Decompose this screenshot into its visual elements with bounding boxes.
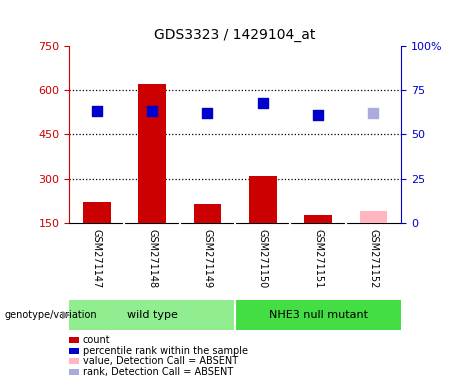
Bar	[69, 300, 235, 330]
Point	[204, 110, 211, 116]
Bar	[249, 175, 277, 223]
Bar	[304, 215, 332, 223]
Point	[148, 108, 156, 114]
Text: GSM271150: GSM271150	[258, 229, 268, 288]
Text: percentile rank within the sample: percentile rank within the sample	[83, 346, 248, 356]
Text: GSM271151: GSM271151	[313, 229, 323, 288]
Text: genotype/variation: genotype/variation	[5, 310, 97, 320]
Point	[370, 110, 377, 116]
Text: GSM271147: GSM271147	[92, 229, 102, 288]
Point	[259, 99, 266, 106]
Bar	[138, 84, 166, 223]
Text: wild type: wild type	[127, 310, 177, 320]
Point	[93, 108, 100, 114]
Text: NHE3 null mutant: NHE3 null mutant	[269, 310, 367, 320]
Point	[314, 112, 322, 118]
Bar	[360, 211, 387, 223]
Text: rank, Detection Call = ABSENT: rank, Detection Call = ABSENT	[83, 367, 233, 377]
Bar	[83, 202, 111, 223]
Bar	[235, 300, 401, 330]
Text: GSM271149: GSM271149	[202, 229, 213, 288]
Text: GSM271152: GSM271152	[368, 229, 378, 288]
Text: ▶: ▶	[62, 310, 71, 320]
Text: GSM271148: GSM271148	[147, 229, 157, 288]
Title: GDS3323 / 1429104_at: GDS3323 / 1429104_at	[154, 28, 316, 42]
Text: count: count	[83, 335, 111, 345]
Bar	[194, 204, 221, 223]
Text: value, Detection Call = ABSENT: value, Detection Call = ABSENT	[83, 356, 238, 366]
